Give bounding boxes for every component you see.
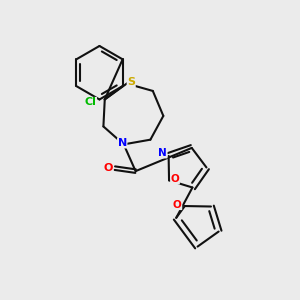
Text: N: N bbox=[118, 138, 127, 148]
Text: O: O bbox=[173, 200, 182, 210]
Text: O: O bbox=[103, 163, 113, 173]
Text: Cl: Cl bbox=[85, 98, 97, 107]
Text: O: O bbox=[171, 174, 179, 184]
Text: N: N bbox=[158, 148, 167, 158]
Text: S: S bbox=[127, 77, 135, 87]
